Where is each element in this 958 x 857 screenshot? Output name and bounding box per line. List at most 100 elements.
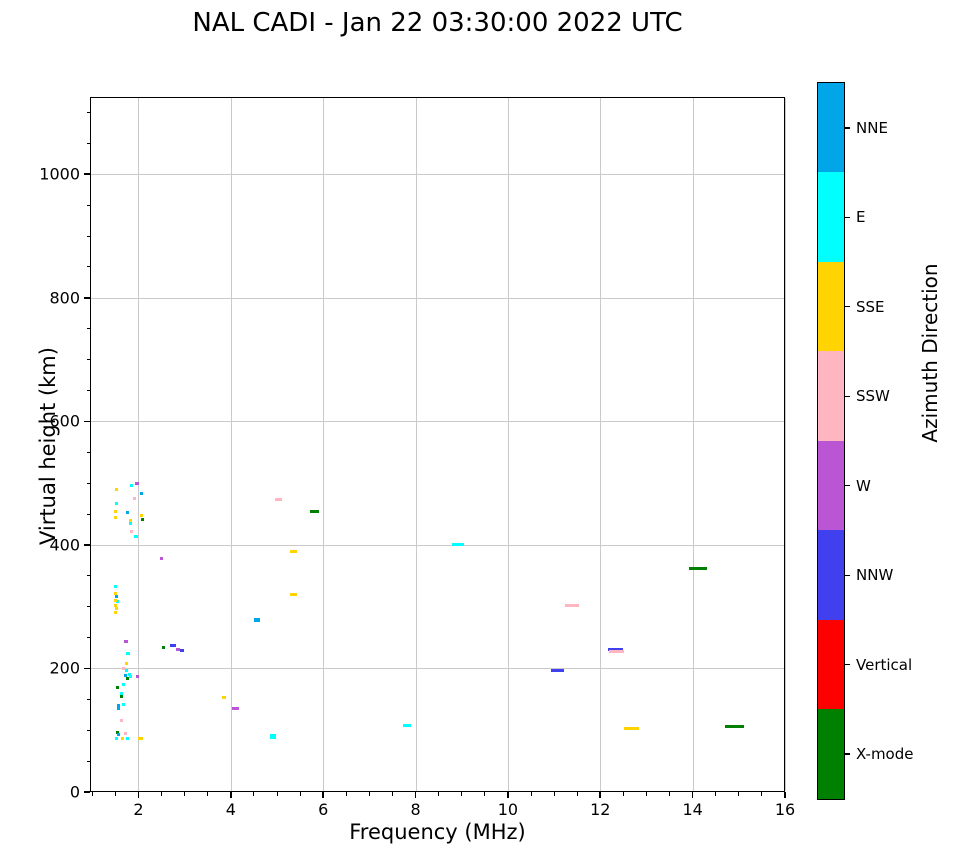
data-point [119, 718, 123, 722]
y-gridline [91, 297, 784, 299]
x-minor-tick [715, 792, 717, 796]
data-point [608, 647, 623, 651]
colorbar-segment [818, 83, 844, 173]
data-point [289, 549, 297, 553]
data-point [120, 695, 124, 699]
data-point [125, 668, 129, 672]
data-point [113, 603, 117, 607]
colorbar-tick [845, 216, 850, 218]
data-point [122, 682, 126, 686]
colorbar-tick [845, 395, 850, 397]
plot-area [90, 97, 786, 792]
data-point [274, 498, 283, 502]
data-point [724, 724, 744, 728]
colorbar [817, 82, 845, 800]
data-point [115, 607, 119, 611]
data-point [609, 650, 624, 654]
data-point [564, 603, 579, 607]
data-point [141, 517, 145, 521]
x-tick-label: 10 [497, 800, 519, 819]
y-major-tick [84, 667, 90, 670]
x-major-tick [137, 792, 140, 798]
data-point [159, 557, 164, 561]
x-major-tick [784, 792, 786, 798]
y-tick-label: 0 [69, 782, 80, 802]
data-point [128, 675, 132, 679]
colorbar-tick-label: NNE [856, 118, 888, 137]
data-point [161, 646, 165, 650]
data-point [124, 639, 128, 643]
x-tick-label: 8 [410, 800, 421, 819]
y-gridline [91, 174, 784, 176]
data-point [129, 522, 133, 526]
colorbar-tick-label: SSW [856, 387, 890, 406]
y-gridline [91, 421, 784, 423]
x-major-tick [230, 792, 232, 798]
data-point [129, 483, 133, 487]
y-minor-tick [86, 451, 90, 453]
colorbar-tick-label: W [856, 476, 871, 495]
colorbar-tick-label: Vertical [856, 655, 913, 674]
data-point [689, 566, 708, 570]
y-axis-label: Virtual height (km) [36, 347, 60, 545]
data-point [133, 497, 137, 501]
data-point [169, 644, 177, 648]
y-major-tick [84, 420, 90, 423]
x-major-tick [322, 792, 324, 798]
y-major-tick [84, 296, 90, 299]
y-minor-tick [86, 389, 90, 391]
colorbar-tick [845, 485, 850, 487]
x-minor-tick [738, 792, 740, 796]
colorbar-segment [818, 440, 844, 531]
data-point [124, 661, 128, 665]
data-point [180, 648, 185, 652]
x-gridline [415, 98, 417, 791]
data-point [114, 591, 118, 595]
x-major-tick [414, 792, 417, 798]
colorbar-tick-label: SSE [856, 297, 885, 316]
y-minor-tick [86, 729, 90, 731]
x-minor-tick [645, 792, 647, 796]
y-minor-tick [86, 698, 90, 700]
x-minor-tick [761, 792, 763, 796]
data-point [114, 611, 118, 615]
data-point [126, 676, 130, 680]
data-point [402, 724, 411, 728]
colorbar-tick-label: E [856, 208, 866, 227]
y-gridline [91, 668, 784, 670]
y-major-tick [84, 173, 90, 176]
x-major-tick [691, 792, 694, 798]
data-point [117, 703, 121, 707]
chart-title: NAL CADI - Jan 22 03:30:00 2022 UTC [192, 8, 683, 38]
data-point [134, 535, 139, 539]
x-gridline [507, 98, 509, 791]
y-tick-label: 400 [49, 535, 80, 555]
data-point [113, 515, 117, 519]
y-minor-tick [86, 513, 90, 515]
x-gridline [600, 98, 602, 791]
x-axis-label: Frequency (MHz) [349, 820, 526, 844]
colorbar-tick [845, 574, 850, 576]
x-gridline [692, 98, 694, 791]
data-point [135, 675, 139, 679]
x-tick-label: 2 [133, 800, 144, 819]
data-point [116, 599, 120, 603]
y-tick-label: 1000 [39, 164, 80, 184]
colorbar-tick-label: NNW [856, 566, 894, 585]
colorbar-tick [845, 306, 850, 308]
data-point [231, 707, 240, 711]
data-point [113, 598, 117, 602]
colorbar-tick-label: X-mode [856, 745, 914, 764]
data-point [135, 481, 140, 485]
data-point [116, 730, 120, 734]
x-gridline [785, 98, 786, 791]
x-minor-tick [553, 792, 555, 796]
colorbar-tick [845, 664, 850, 666]
data-point [127, 672, 131, 676]
data-point [114, 502, 118, 506]
x-major-tick [599, 792, 602, 798]
x-gridline [323, 98, 325, 791]
x-minor-tick [184, 792, 186, 796]
data-point [289, 593, 297, 597]
